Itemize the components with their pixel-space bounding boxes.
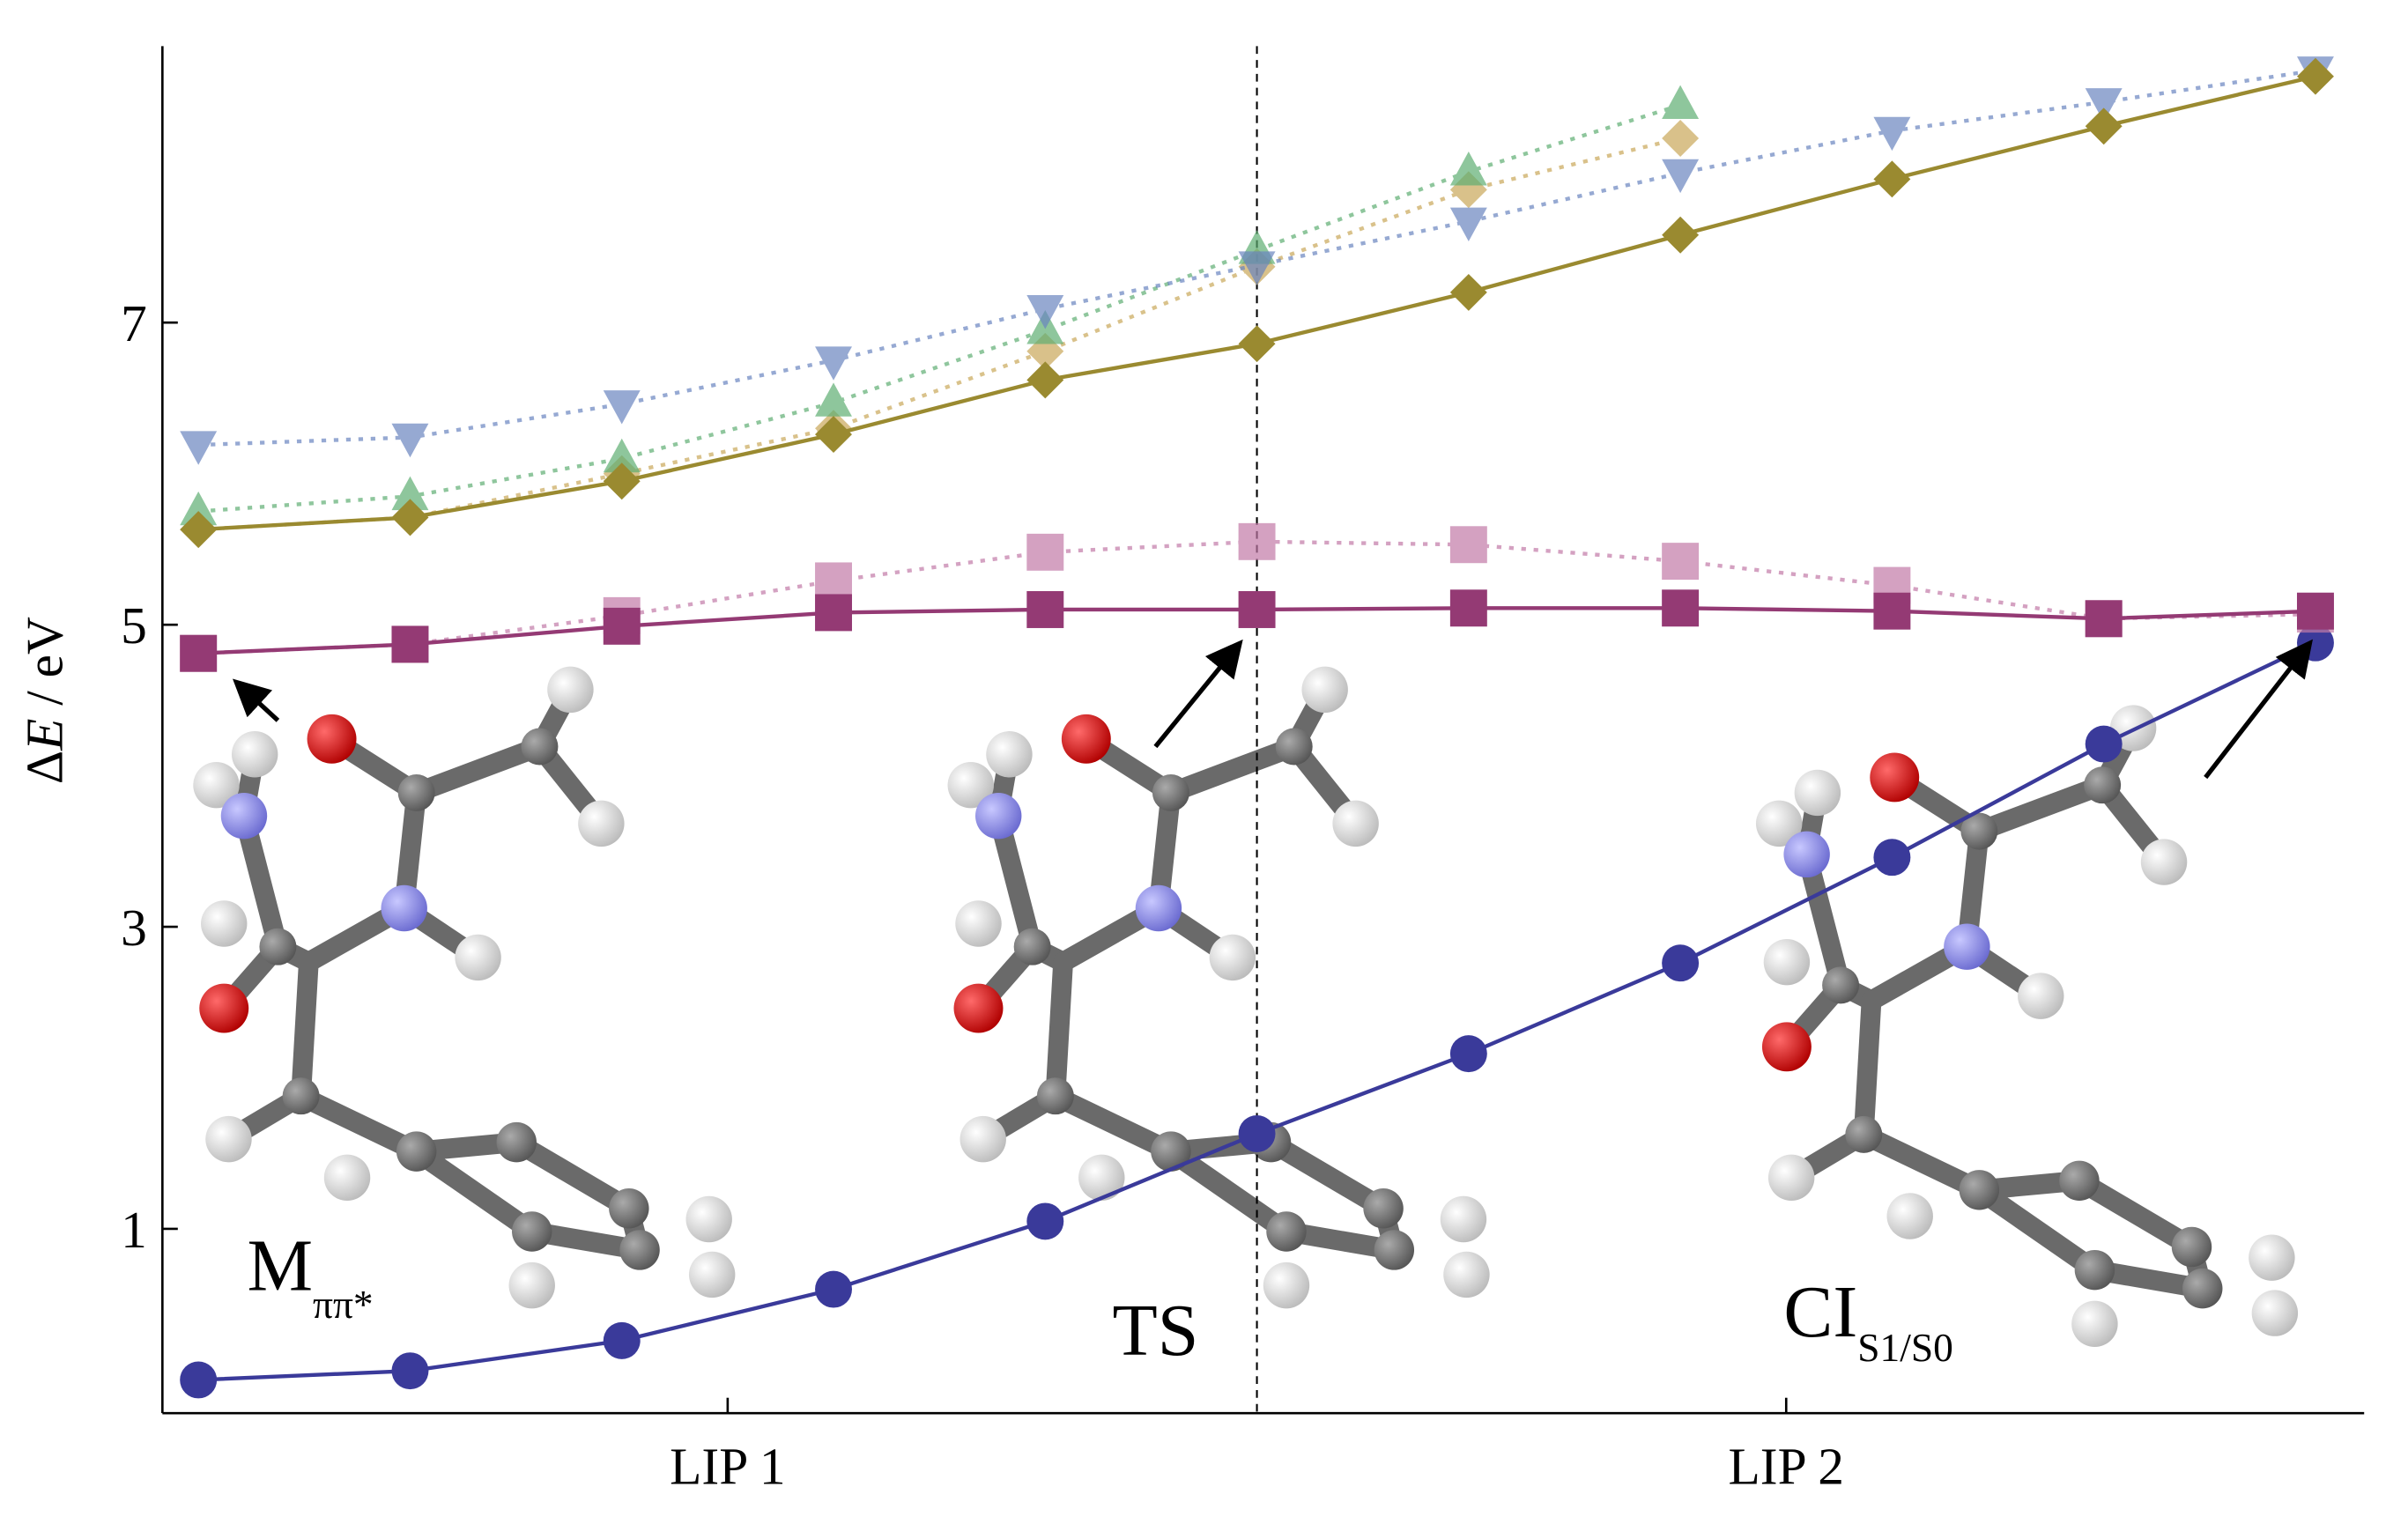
plot-area: 1 3 5 7 LIP 1 LIP 2: [121, 46, 2365, 1496]
point: [1449, 152, 1487, 186]
y-tick-label: 5: [121, 596, 147, 655]
point: [2085, 107, 2123, 145]
point: [1026, 591, 1064, 628]
point: [603, 390, 641, 425]
point: [815, 346, 852, 381]
point: [815, 1270, 852, 1308]
annotation-sub: ππ*: [313, 1283, 374, 1327]
point: [1449, 526, 1487, 564]
point: [391, 625, 429, 663]
point: [603, 607, 641, 645]
point: [180, 634, 218, 672]
point: [180, 1361, 218, 1399]
annotation: TS: [1113, 1290, 1199, 1372]
point: [1873, 839, 1911, 877]
point: [391, 476, 429, 511]
point: [180, 431, 218, 465]
point: [1238, 591, 1276, 628]
point: [1662, 120, 1700, 157]
series-line: [198, 103, 1681, 514]
point: [1662, 159, 1700, 194]
point: [391, 499, 429, 536]
arrow: [232, 678, 280, 722]
arrows: [232, 639, 2313, 780]
point: [1873, 592, 1911, 630]
point: [1873, 116, 1911, 152]
arrow: [1153, 639, 1243, 749]
point: [1238, 1115, 1276, 1152]
point: [1449, 589, 1487, 627]
point: [815, 416, 852, 454]
point: [1026, 295, 1064, 329]
y-tick-label: 7: [121, 294, 147, 352]
point: [2296, 592, 2334, 630]
y-tick-label: 1: [121, 1201, 147, 1259]
molecule: [948, 667, 1490, 1309]
point: [1026, 1202, 1064, 1240]
point: [1662, 944, 1700, 982]
point: [815, 382, 852, 417]
molecule: [1756, 705, 2298, 1347]
annotation: Mππ*: [247, 1224, 373, 1326]
point: [603, 438, 641, 473]
point: [1873, 160, 1911, 198]
point: [180, 491, 218, 526]
annotation-text: TS: [1113, 1290, 1199, 1372]
molecule-structures: [193, 667, 2298, 1347]
point: [1662, 589, 1700, 627]
point: [815, 594, 852, 632]
series: [180, 624, 2334, 1399]
point: [1662, 543, 1700, 581]
series: [180, 589, 2334, 672]
arrow: [2204, 639, 2313, 780]
point: [603, 462, 641, 500]
point: [391, 1352, 429, 1390]
point: [1238, 325, 1276, 363]
y-tick-label: 3: [121, 899, 147, 957]
x-tick-label: LIP 2: [1729, 1438, 1844, 1496]
series: [180, 56, 2334, 465]
point: [2085, 88, 2123, 122]
molecule: [193, 667, 735, 1309]
point: [1449, 207, 1487, 242]
point: [2085, 725, 2123, 763]
point: [1026, 361, 1064, 399]
point: [1238, 251, 1276, 285]
annotation: CIS1/S0: [1783, 1271, 1952, 1370]
point: [815, 562, 852, 600]
y-axis-label: ΔE / eV: [16, 617, 74, 784]
point: [1662, 216, 1700, 254]
point: [180, 511, 218, 549]
y-label-part: E: [16, 719, 74, 751]
point: [391, 423, 429, 458]
point: [1662, 85, 1700, 120]
series-line: [198, 539, 2316, 655]
point: [1238, 522, 1276, 560]
x-tick-label: LIP 1: [670, 1438, 785, 1496]
point: [603, 1321, 641, 1359]
annotation-text: M: [247, 1224, 313, 1306]
point: [1449, 1035, 1487, 1073]
point: [2085, 600, 2123, 638]
annotation-text: CI: [1783, 1271, 1857, 1353]
annotation-sub: S1/S0: [1857, 1326, 1953, 1370]
y-label-part: Δ: [16, 751, 74, 784]
y-label-part: / eV: [16, 617, 74, 719]
point: [1449, 273, 1487, 311]
point: [1026, 533, 1064, 571]
